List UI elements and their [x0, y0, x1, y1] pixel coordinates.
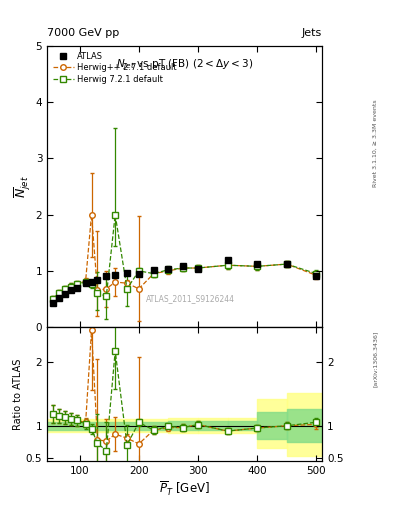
Text: [arXiv:1306.3436]: [arXiv:1306.3436]: [373, 330, 378, 387]
Text: Rivet 3.1.10, ≥ 3.3M events: Rivet 3.1.10, ≥ 3.3M events: [373, 99, 378, 187]
Text: $N_{jet}$ vs pT (FB) $(2 < \Delta y < 3)$: $N_{jet}$ vs pT (FB) $(2 < \Delta y < 3)…: [116, 57, 253, 72]
Text: Jets: Jets: [302, 28, 322, 38]
Legend: ATLAS, Herwig++ 2.7.1 default, Herwig 7.2.1 default: ATLAS, Herwig++ 2.7.1 default, Herwig 7.…: [51, 50, 178, 86]
Text: 7000 GeV pp: 7000 GeV pp: [47, 28, 119, 38]
Y-axis label: Ratio to ATLAS: Ratio to ATLAS: [13, 358, 23, 430]
Y-axis label: $\overline{N}_{jet}$: $\overline{N}_{jet}$: [13, 175, 33, 198]
X-axis label: $\overline{P}_T$ [GeV]: $\overline{P}_T$ [GeV]: [159, 480, 210, 498]
Text: ATLAS_2011_S9126244: ATLAS_2011_S9126244: [146, 294, 235, 304]
